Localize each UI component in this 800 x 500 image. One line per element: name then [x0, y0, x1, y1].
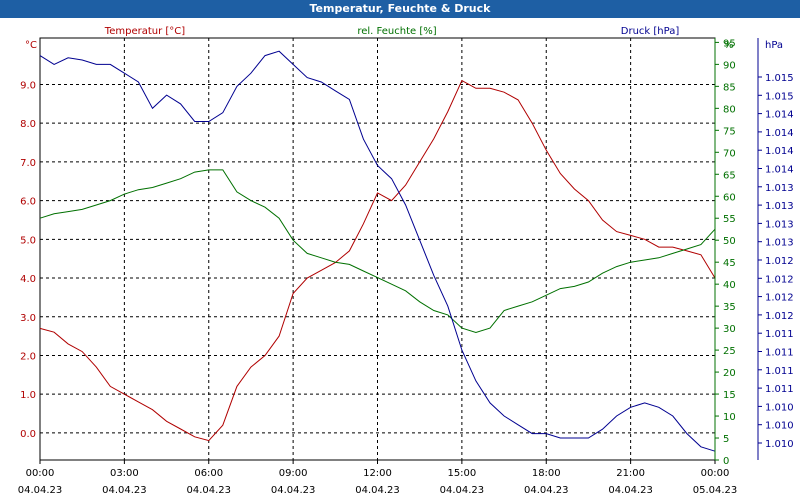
humidity-tick-label: 95 — [723, 38, 736, 49]
temperature-tick-label: 9.0 — [20, 80, 36, 91]
temperature-tick-label: 4.0 — [20, 274, 36, 285]
x-tick-time: 09:00 — [279, 468, 308, 479]
pressure-tick-label: 1.013 — [765, 238, 794, 249]
pressure-tick-label: 1.012 — [765, 293, 794, 304]
humidity-tick-label: 25 — [723, 346, 736, 357]
humidity-tick-label: 65 — [723, 170, 736, 181]
humidity-tick-label: 0 — [723, 456, 729, 467]
humidity-tick-label: 55 — [723, 214, 736, 225]
pressure-tick-label: 1.010 — [765, 439, 794, 450]
pressure-tick-label: 1.014 — [765, 165, 794, 176]
series-line — [39, 79, 716, 442]
humidity-tick-label: 30 — [723, 324, 736, 335]
chart-title: Temperatur, Feuchte & Druck — [0, 0, 800, 18]
x-tick-date: 04.04.23 — [440, 485, 485, 496]
x-tick-time: 12:00 — [363, 468, 392, 479]
x-tick-time: 03:00 — [110, 468, 139, 479]
pressure-tick-label: 1.011 — [765, 329, 794, 340]
series-line — [39, 50, 716, 452]
legend-label: Druck [hPa] — [621, 26, 680, 37]
temperature-unit-label: °C — [25, 40, 37, 51]
pressure-tick-label: 1.013 — [765, 219, 794, 230]
x-tick-time: 00:00 — [701, 468, 730, 479]
humidity-tick-label: 85 — [723, 82, 736, 93]
pressure-tick-label: 1.011 — [765, 366, 794, 377]
pressure-tick-label: 1.015 — [765, 91, 794, 102]
x-tick-time: 00:00 — [26, 468, 55, 479]
pressure-tick-label: 1.012 — [765, 256, 794, 267]
humidity-tick-label: 90 — [723, 60, 736, 71]
temperature-tick-label: 7.0 — [20, 158, 36, 169]
legend-label: Temperatur [°C] — [104, 26, 185, 37]
x-tick-time: 21:00 — [616, 468, 645, 479]
humidity-tick-label: 80 — [723, 104, 736, 115]
humidity-tick-label: 10 — [723, 412, 736, 423]
humidity-tick-label: 50 — [723, 236, 736, 247]
x-tick-date: 04.04.23 — [524, 485, 569, 496]
x-tick-time: 18:00 — [532, 468, 561, 479]
temperature-tick-label: 8.0 — [20, 119, 36, 130]
humidity-tick-label: 75 — [723, 126, 736, 137]
x-tick-date: 05.04.23 — [693, 485, 738, 496]
pressure-unit-label: hPa — [765, 40, 783, 51]
x-tick-date: 04.04.23 — [608, 485, 653, 496]
pressure-tick-label: 1.011 — [765, 384, 794, 395]
humidity-tick-label: 20 — [723, 368, 736, 379]
humidity-tick-label: 40 — [723, 280, 736, 291]
pressure-tick-label: 1.010 — [765, 402, 794, 413]
pressure-tick-label: 1.011 — [765, 348, 794, 359]
pressure-tick-label: 1.013 — [765, 183, 794, 194]
temperature-tick-label: 1.0 — [20, 390, 36, 401]
humidity-tick-label: 45 — [723, 258, 736, 269]
x-tick-time: 06:00 — [194, 468, 223, 479]
x-tick-date: 04.04.23 — [271, 485, 316, 496]
temperature-tick-label: 0.0 — [20, 429, 36, 440]
temperature-tick-label: 3.0 — [20, 313, 36, 324]
pressure-tick-label: 1.013 — [765, 201, 794, 212]
series-line — [39, 169, 716, 334]
x-tick-date: 04.04.23 — [18, 485, 63, 496]
pressure-tick-label: 1.014 — [765, 110, 794, 121]
pressure-tick-label: 1.015 — [765, 73, 794, 84]
humidity-tick-label: 15 — [723, 390, 736, 401]
pressure-tick-label: 1.014 — [765, 128, 794, 139]
x-tick-date: 04.04.23 — [186, 485, 231, 496]
humidity-unit-label: % — [724, 40, 734, 51]
pressure-tick-label: 1.014 — [765, 146, 794, 157]
temperature-tick-label: 6.0 — [20, 197, 36, 208]
x-tick-date: 04.04.23 — [355, 485, 400, 496]
pressure-tick-label: 1.012 — [765, 274, 794, 285]
pressure-tick-label: 1.012 — [765, 311, 794, 322]
legend-label: rel. Feuchte [%] — [357, 26, 436, 37]
temperature-tick-label: 2.0 — [20, 351, 36, 362]
x-tick-date: 04.04.23 — [102, 485, 147, 496]
pressure-tick-label: 1.010 — [765, 421, 794, 432]
humidity-tick-label: 60 — [723, 192, 736, 203]
humidity-tick-label: 5 — [723, 434, 729, 445]
humidity-tick-label: 35 — [723, 302, 736, 313]
x-tick-time: 15:00 — [447, 468, 476, 479]
temperature-tick-label: 5.0 — [20, 235, 36, 246]
humidity-tick-label: 70 — [723, 148, 736, 159]
